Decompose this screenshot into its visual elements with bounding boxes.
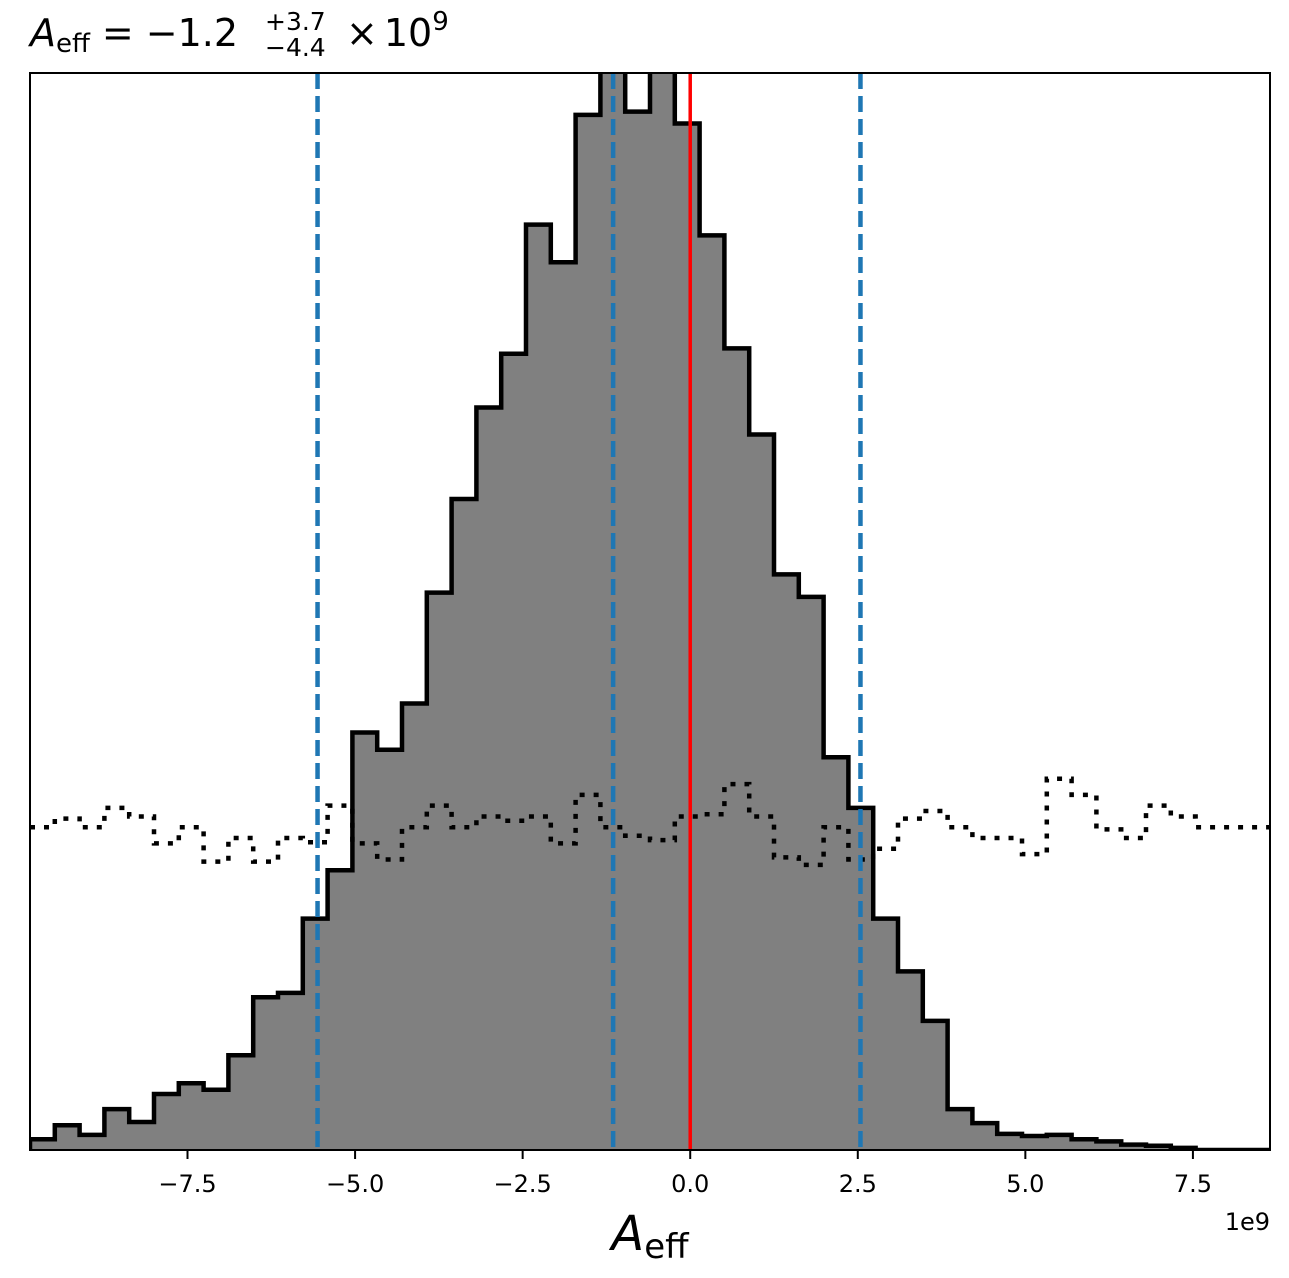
xlabel-subscript: eff (644, 1227, 690, 1267)
histogram-bar (997, 1133, 1023, 1150)
plot-area (30, 73, 1270, 1150)
x-tick-label: −7.5 (158, 1170, 216, 1198)
histogram-bar (79, 1134, 105, 1150)
histogram-bar (278, 992, 304, 1150)
histogram-bar (501, 353, 527, 1150)
histogram-bar (426, 592, 453, 1150)
histogram-bar (947, 1109, 973, 1150)
histogram-bar (253, 997, 279, 1150)
posterior-outline (30, 73, 1270, 1150)
title-equals: = (102, 11, 134, 55)
title-exponent: 9 (432, 7, 449, 37)
x-tick-label: 7.5 (1174, 1170, 1212, 1198)
title-lower-error: −4.4 (265, 33, 326, 62)
histogram-bar (327, 870, 353, 1150)
x-tick-label: 5.0 (1006, 1170, 1044, 1198)
histogram-bar (550, 262, 577, 1150)
histogram-bar (154, 1094, 180, 1150)
histogram-bar (402, 703, 428, 1150)
title-upper-error: +3.7 (265, 7, 326, 36)
histogram-bar (873, 918, 899, 1150)
histogram-bar (749, 434, 775, 1150)
histogram-bar (650, 73, 676, 1150)
histogram-bar (1121, 1144, 1147, 1150)
histogram-bar (1022, 1136, 1048, 1150)
histogram-bar (898, 971, 924, 1150)
histogram-bar (798, 596, 825, 1150)
x-tick-label: −5.0 (326, 1170, 384, 1198)
chart-title: Aeff = −1.2 +3.7 −4.4 × 109 (27, 0, 449, 65)
histogram-bar (774, 574, 800, 1150)
histogram-bar (104, 1109, 130, 1150)
histogram-bar (972, 1123, 998, 1150)
x-axis: −7.5 −5.0 −2.5 0.0 2.5 5.0 7.5 (158, 1150, 1212, 1198)
histogram-bar (1046, 1134, 1073, 1150)
histogram-bar (228, 1055, 254, 1150)
axes-frame (29, 72, 1271, 1151)
title-base: 10 (384, 11, 432, 55)
histogram-bar (178, 1083, 205, 1150)
histogram-bar (1071, 1139, 1097, 1150)
x-tick-label: −2.5 (494, 1170, 552, 1198)
prior-outline (30, 776, 1270, 868)
histogram-bar (377, 749, 403, 1150)
histogram-bar (129, 1122, 155, 1150)
histogram-bar (674, 123, 701, 1150)
histogram-bar (922, 1020, 949, 1150)
histogram-bar (575, 114, 601, 1150)
histogram-bar (526, 224, 552, 1150)
title-subscript: eff (56, 29, 91, 59)
histogram-bar (724, 348, 750, 1150)
histogram-bar (352, 732, 378, 1150)
title-value: −1.2 (146, 11, 238, 55)
histogram-bar (451, 499, 477, 1150)
axis-offset-label: 1e9 (1225, 1208, 1270, 1236)
histogram-bar (625, 111, 651, 1150)
histogram-bar (823, 757, 849, 1150)
x-tick-label: 2.5 (839, 1170, 877, 1198)
x-axis-label: Aeff (608, 1206, 690, 1267)
histogram-bar (54, 1125, 81, 1150)
xlabel-symbol: A (608, 1206, 644, 1262)
histogram-bar (476, 407, 502, 1150)
title-symbol: A (27, 11, 56, 55)
histogram-bar (699, 235, 725, 1150)
x-tick-label: 0.0 (671, 1170, 709, 1198)
title-times: × (346, 11, 378, 55)
histogram-bar (203, 1089, 229, 1150)
histogram-bar (30, 1139, 56, 1150)
histogram-bar (1096, 1141, 1122, 1150)
